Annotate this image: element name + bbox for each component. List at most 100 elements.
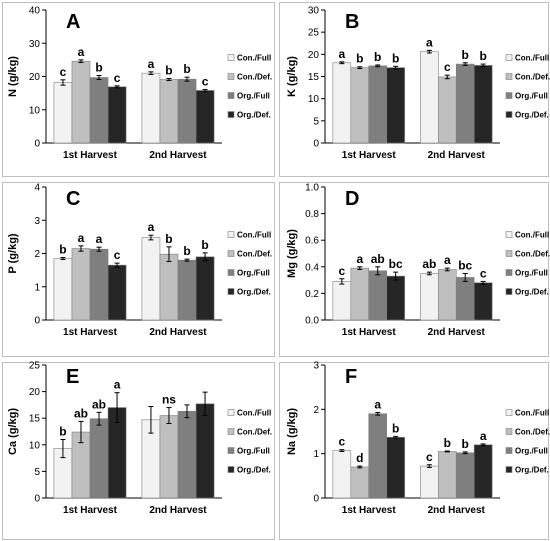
significance-label: b [479, 49, 486, 63]
bar-org-full [89, 248, 109, 321]
legend-label: Org./Def. [237, 466, 271, 475]
legend-swatch [227, 92, 235, 99]
significance-label: a [374, 397, 381, 411]
legend-label: Org./Full [237, 92, 270, 101]
legend-swatch [227, 288, 235, 295]
y-axis-label: N (g/kg) [7, 56, 19, 97]
significance-label: a [356, 252, 363, 266]
legend-label: Con./Full [515, 231, 549, 240]
legend-swatch [227, 466, 235, 473]
significance-label: b [95, 61, 102, 75]
significance-label: c [426, 450, 433, 464]
panel-letter: D [345, 188, 359, 210]
y-tick-label: 10 [29, 105, 41, 116]
legend-swatch [505, 466, 513, 473]
legend-label: Con./Def. [515, 428, 550, 437]
y-axis-label: K (g/kg) [286, 56, 298, 97]
significance-label: a [148, 220, 155, 234]
bar-con-full [420, 273, 439, 321]
significance-label: b [444, 436, 451, 450]
legend-label: Org./Full [237, 447, 270, 456]
bar-con-full [332, 450, 352, 499]
x-category-label: 1st Harvest [342, 505, 397, 516]
significance-label: a [480, 429, 487, 443]
y-tick-label: 2 [34, 249, 40, 260]
panel-frame [279, 2, 549, 177]
bar-org-full [177, 78, 197, 144]
bar-org-full [368, 413, 387, 499]
bar-org-full [177, 410, 197, 499]
y-tick-label: 20 [308, 50, 320, 61]
significance-label: a [444, 253, 451, 267]
legend-swatch [227, 111, 235, 118]
bar-org-def [473, 282, 493, 321]
legend-label: Org./Def. [515, 288, 549, 297]
y-axis-label: Mg (g/kg) [286, 229, 298, 278]
significance-label: c [444, 60, 451, 74]
x-category-label: 1st Harvest [342, 327, 397, 338]
y-axis-label: P (g/kg) [7, 233, 19, 273]
bar-con-full [141, 237, 161, 321]
bar-con-full [332, 281, 352, 321]
panel-frame [279, 362, 549, 540]
significance-label: c [114, 248, 121, 262]
bar-org-def [107, 86, 127, 144]
y-tick-label: 1.0 [305, 183, 319, 194]
legend-label: Org./Full [515, 269, 548, 278]
y-axis-label: Ca (g/kg) [7, 408, 19, 455]
significance-label: b [462, 437, 469, 451]
panel-letter: B [345, 11, 359, 33]
bar-con-def [350, 267, 370, 321]
legend-label: Org./Def. [515, 466, 549, 475]
bar-org-def [473, 444, 493, 499]
bar-org-full [368, 65, 387, 144]
y-tick-label: 25 [308, 28, 320, 39]
bar-org-def [473, 65, 493, 144]
bar-org-full [455, 63, 475, 144]
y-tick-label: 0 [313, 139, 319, 150]
y-tick-label: 5 [34, 467, 40, 478]
legend-label: Con./Full [515, 54, 549, 63]
y-tick-label: 30 [308, 6, 320, 17]
significance-label: d [356, 451, 363, 465]
legend-label: Con./Full [237, 231, 271, 240]
legend-swatch [227, 447, 235, 454]
legend-swatch [227, 231, 235, 238]
x-category-label: 1st Harvest [63, 150, 118, 161]
bar-con-def [159, 253, 179, 321]
bar-con-full [420, 465, 439, 499]
significance-label: b [165, 63, 172, 77]
significance-label: b [462, 48, 469, 62]
significance-label: a [96, 232, 103, 246]
panel-letter: E [66, 366, 79, 388]
bar-con-def [350, 466, 370, 499]
x-category-label: 1st Harvest [63, 505, 118, 516]
y-tick-label: 0 [34, 494, 40, 505]
x-category-label: 2nd Harvest [149, 327, 207, 338]
legend-swatch [227, 54, 235, 61]
legend-swatch [505, 269, 513, 276]
bar-con-def [438, 451, 457, 499]
bar-org-full [455, 277, 475, 321]
y-tick-label: 0.2 [305, 289, 319, 300]
y-tick-label: 0 [34, 139, 40, 150]
legend-label: Con./Def. [515, 250, 550, 259]
bar-con-full [420, 51, 439, 144]
bar-con-full [332, 62, 352, 144]
x-category-label: 2nd Harvest [149, 505, 207, 516]
legend-label: Org./Full [515, 447, 548, 456]
significance-label: c [114, 71, 121, 85]
y-tick-label: 10 [308, 94, 320, 105]
legend-swatch [227, 73, 235, 80]
y-tick-label: 20 [29, 72, 41, 83]
bar-org-full [177, 259, 197, 321]
legend-swatch [227, 269, 235, 276]
y-tick-label: 10 [29, 440, 41, 451]
bar-con-def [159, 79, 179, 144]
bar-org-def [386, 275, 405, 321]
bar-con-full [53, 258, 73, 321]
bar-org-def [386, 67, 405, 144]
